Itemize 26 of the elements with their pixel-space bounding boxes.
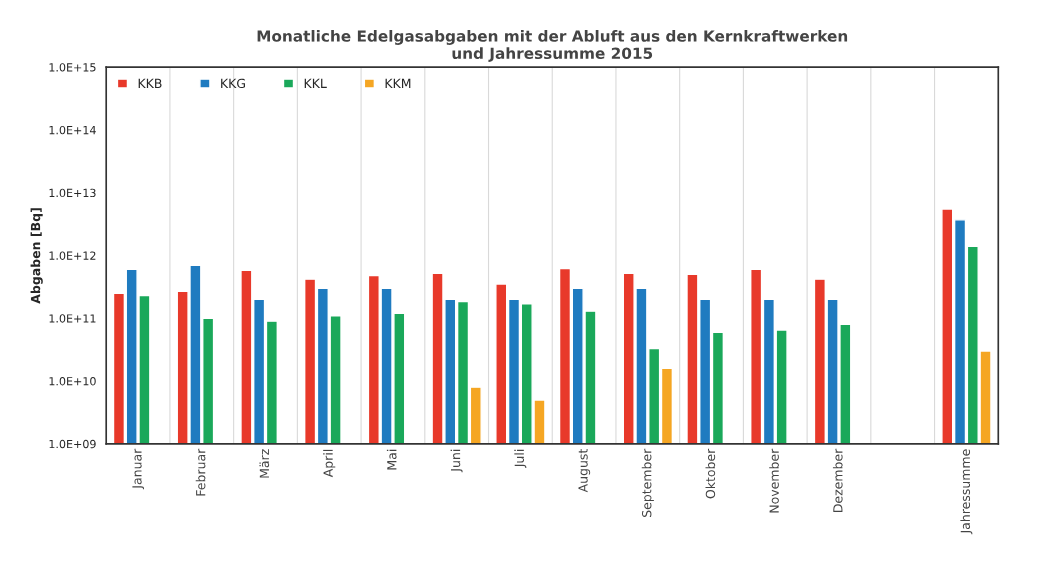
y-tick-label: 1.0E+14: [49, 125, 96, 135]
x-tick-label: Juni: [450, 449, 463, 473]
x-tick-label: Oktober: [705, 448, 716, 499]
x-tick-label: August: [578, 449, 591, 493]
x-tick-label: Januar: [132, 448, 145, 490]
x-tick-label: Dezember: [832, 448, 843, 512]
x-tick-label: März: [259, 449, 270, 478]
y-tick-label: 1.0E+11: [49, 314, 96, 323]
y-tick-label: 1.0E+13: [49, 188, 96, 198]
legend-label: KKL: [304, 78, 327, 88]
x-tick-label: Jahressumme: [960, 449, 973, 535]
x-tick-label: September: [641, 448, 654, 517]
x-tick-label: Mai: [386, 449, 397, 470]
y-tick-label: 1.0E+09: [49, 439, 96, 449]
y-tick-label: 1.0E+12: [49, 251, 96, 260]
x-tick-label: Juli: [514, 449, 527, 468]
x-tick-label: November: [769, 448, 779, 513]
x-tick-label: Februar: [195, 448, 206, 496]
y-axis-title: Abgaben [Bq]: [30, 208, 43, 304]
legend-label: KKG: [221, 78, 245, 89]
y-tick-label: 1.0E+15: [49, 63, 96, 72]
y-tick-label: 1.0E+10: [49, 377, 96, 386]
legend-label: KKM: [385, 78, 411, 88]
x-tick-label: April: [323, 449, 336, 478]
legend-label: KKB: [138, 78, 162, 88]
chart-title: Monatliche Edelgasabgaben mit der Abluft aus den Kernkraftwerken und Jahressumme 2015: [257, 29, 848, 62]
